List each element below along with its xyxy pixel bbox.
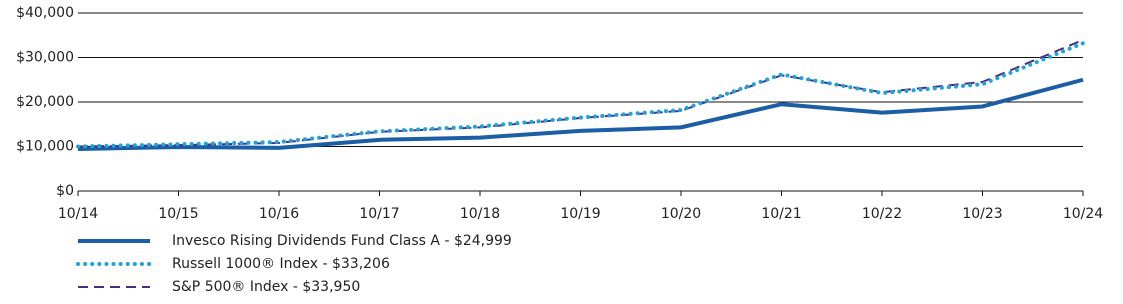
y-tick-label: $30,000: [16, 50, 74, 66]
x-tick-label: 10/21: [761, 206, 801, 222]
series-line: [76, 41, 1085, 149]
x-tick-label: 10/16: [259, 206, 299, 222]
x-tick-label: 10/22: [862, 206, 902, 222]
x-tick-label: 10/15: [158, 206, 198, 222]
x-tick-label: 10/19: [560, 206, 600, 222]
x-tick-label: 10/20: [661, 206, 701, 222]
x-tick-label: 10/14: [58, 206, 98, 222]
x-tick-label: 10/18: [460, 206, 500, 222]
y-tick-label: $20,000: [16, 94, 74, 110]
legend-label: Russell 1000® Index - $33,206: [172, 256, 390, 272]
x-tick-label: 10/17: [359, 206, 399, 222]
x-tick-label: 10/24: [1063, 206, 1103, 222]
series-line: [77, 77, 1084, 152]
y-tick-label: $40,000: [16, 5, 74, 21]
legend-label: Invesco Rising Dividends Fund Class A - …: [172, 233, 512, 249]
legend-label: S&P 500® Index - $33,950: [172, 279, 360, 295]
x-tick-label: 10/23: [962, 206, 1002, 222]
y-tick-label: $0: [56, 183, 74, 199]
y-tick-label: $10,000: [16, 139, 74, 155]
